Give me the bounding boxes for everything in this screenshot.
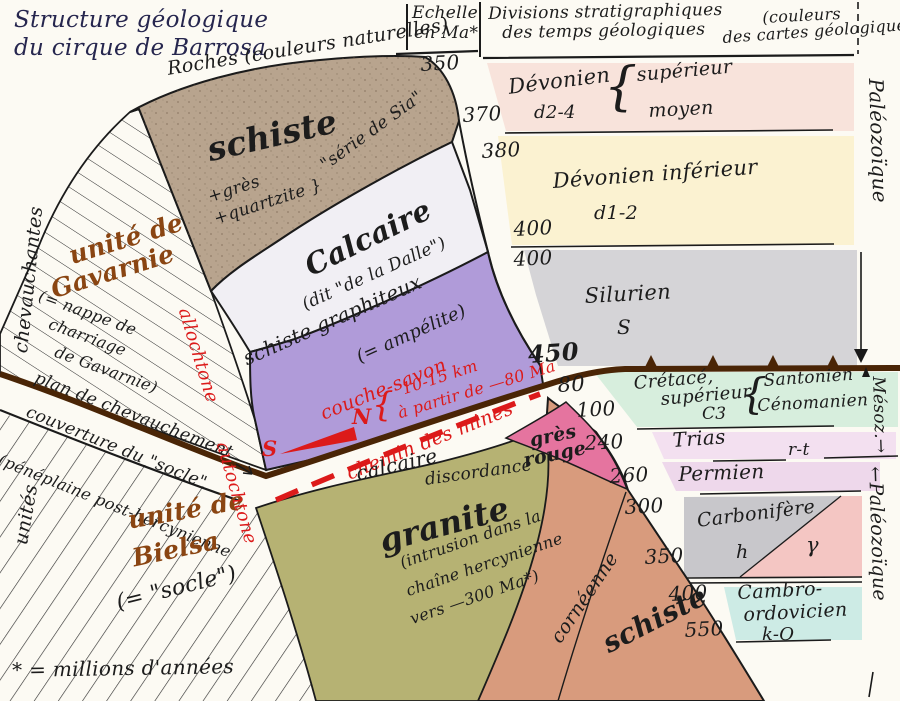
era-mesozoique: Mésoz.→ (868, 375, 891, 454)
scale-tick: 100 (575, 395, 617, 422)
devonien-inferieur-code: d1-2 (594, 202, 638, 224)
margin-bottom-tick (868, 671, 874, 698)
devonien-code: d2-4 (534, 102, 576, 123)
silurien-name: Silurien (583, 279, 672, 308)
carbonifere-code-gamma: γ (806, 533, 819, 557)
page-title-line2: du cirque de Barrosa (14, 35, 267, 61)
thrust-fault-line (0, 365, 900, 480)
couverture-line (0, 408, 241, 503)
band-cambro (724, 587, 862, 640)
permien-name: Permien (677, 458, 765, 486)
scale-tick: 350 (419, 49, 461, 76)
scale-column-header-line2: en Ma* (414, 23, 479, 43)
divisions-header-line2: des temps géologiques (501, 19, 706, 43)
scale-tick: 370 (461, 100, 503, 127)
era-paleozoique-bottom: ←Paléozoïque (864, 465, 891, 602)
compass-north-label: N (352, 404, 372, 429)
trias-name: Trias (671, 424, 727, 452)
era-paleozoique-top: Paléozoïque (864, 77, 893, 204)
carbonifere-diagonal (739, 495, 842, 578)
band-line (510, 243, 835, 248)
band-line (735, 639, 832, 643)
scale-tick: 400 (512, 214, 554, 241)
scale-tick: 80 (556, 371, 586, 397)
compass-south-label: S (262, 436, 278, 461)
scale-tick: 240 (583, 428, 625, 455)
silurien-code: S (617, 315, 632, 339)
devonien-brace: { (604, 57, 638, 117)
cretace-brace: { (740, 369, 768, 418)
footnote-millions: * = millions d'années (11, 654, 235, 682)
schiste-top-speckles (130, 56, 459, 291)
bielsa-socle-hatched-area (0, 412, 316, 701)
block-face-edge (458, 120, 541, 366)
scale-column-header-line1: Echelle (412, 3, 478, 23)
scale-tick: 260 (608, 461, 650, 488)
compass-arrow (280, 427, 357, 454)
band-line (636, 425, 835, 430)
cretace-code: C3 (702, 404, 727, 424)
band-line (686, 576, 863, 584)
scale-tick: 350 (643, 542, 685, 569)
band-carbonifere-gray (684, 496, 841, 577)
header-underline (395, 49, 855, 60)
compass-brace: { (372, 385, 394, 425)
band-cretace (594, 372, 898, 427)
page-title-line1: Structure géologique (14, 7, 269, 33)
band-line (504, 129, 834, 134)
band-line (699, 490, 862, 495)
scale-tick: 300 (623, 492, 665, 519)
band-line (712, 455, 899, 462)
carbonifere-code-h: h (736, 541, 749, 563)
paleozoique-arrowhead (854, 349, 868, 363)
band-carbonifere-pink (740, 496, 862, 577)
scale-tick: 400 (512, 244, 554, 271)
band-devonien-inferieur (498, 136, 854, 245)
mesozoique-up-arrowhead (862, 367, 870, 377)
header-divider (406, 2, 481, 57)
corneenne-boundary-line (557, 491, 627, 701)
trias-code: r-t (788, 440, 810, 460)
gres-rouge-wedge (504, 401, 629, 491)
scale-tick: 550 (683, 615, 725, 642)
cambro-code: k-O (762, 624, 795, 645)
chemin-des-mines-dashed-line (274, 391, 541, 503)
band-devonien-superieur (487, 63, 854, 131)
scale-tick: 380 (480, 136, 522, 163)
band-trias (652, 432, 896, 459)
plan-arrow (235, 463, 253, 475)
band-silurien (524, 250, 857, 366)
devonien-moyen: moyen (647, 96, 715, 122)
granite-intrusion (254, 426, 550, 701)
band-permien (662, 462, 880, 491)
